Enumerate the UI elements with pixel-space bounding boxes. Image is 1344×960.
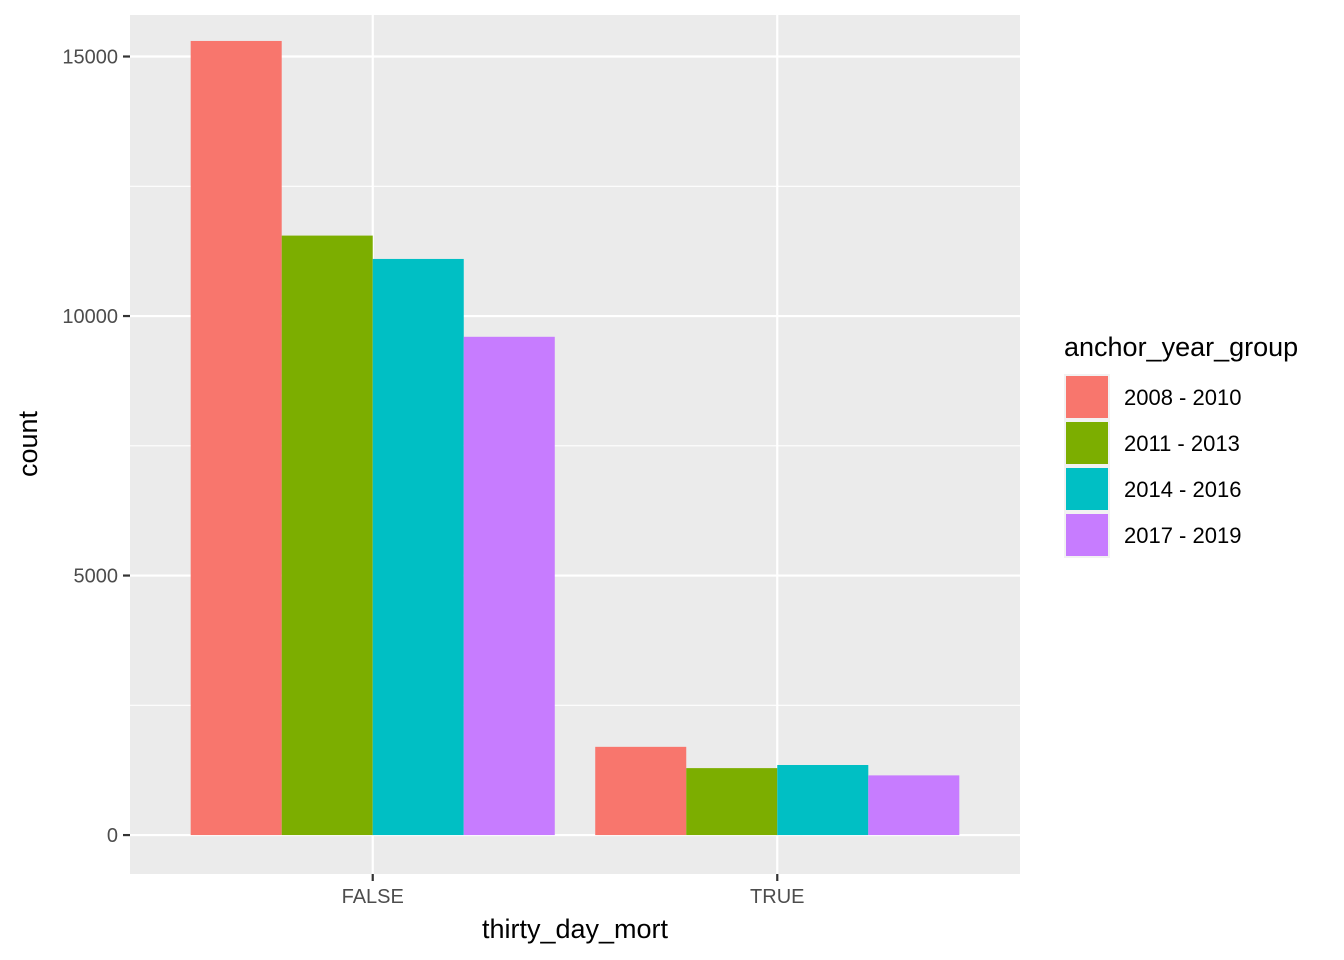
x-axis-title: thirty_day_mort	[482, 914, 669, 944]
legend-label: 2017 - 2019	[1124, 523, 1241, 548]
legend-title: anchor_year_group	[1064, 332, 1298, 362]
bar	[190, 40, 282, 836]
legend-key	[1066, 376, 1108, 418]
x-axis: FALSE TRUE	[342, 874, 804, 908]
y-tick-label: 15000	[62, 47, 118, 69]
x-tick-label: FALSE	[342, 886, 404, 908]
y-tick-label: 5000	[74, 566, 119, 588]
legend-label: 2011 - 2013	[1124, 431, 1240, 456]
bar	[868, 775, 960, 836]
legend: anchor_year_group 2008 - 2010 2011 - 2013…	[1064, 332, 1298, 558]
bar	[686, 768, 778, 836]
y-tick-label: 0	[107, 825, 118, 847]
bar	[777, 765, 869, 836]
legend-key	[1066, 468, 1108, 510]
legend-label: 2014 - 2016	[1124, 477, 1241, 502]
bar	[595, 746, 687, 836]
x-tick-label: TRUE	[750, 886, 804, 908]
bar	[463, 336, 555, 836]
legend-key	[1066, 514, 1108, 556]
legend-key	[1066, 422, 1108, 464]
y-tick-label: 10000	[62, 306, 118, 328]
legend-label: 2008 - 2010	[1124, 385, 1241, 410]
bar	[281, 235, 373, 836]
y-axis-title: count	[13, 410, 43, 477]
y-axis: 0 5000 10000 15000	[62, 47, 130, 847]
bar	[372, 258, 464, 836]
bars	[190, 40, 960, 836]
